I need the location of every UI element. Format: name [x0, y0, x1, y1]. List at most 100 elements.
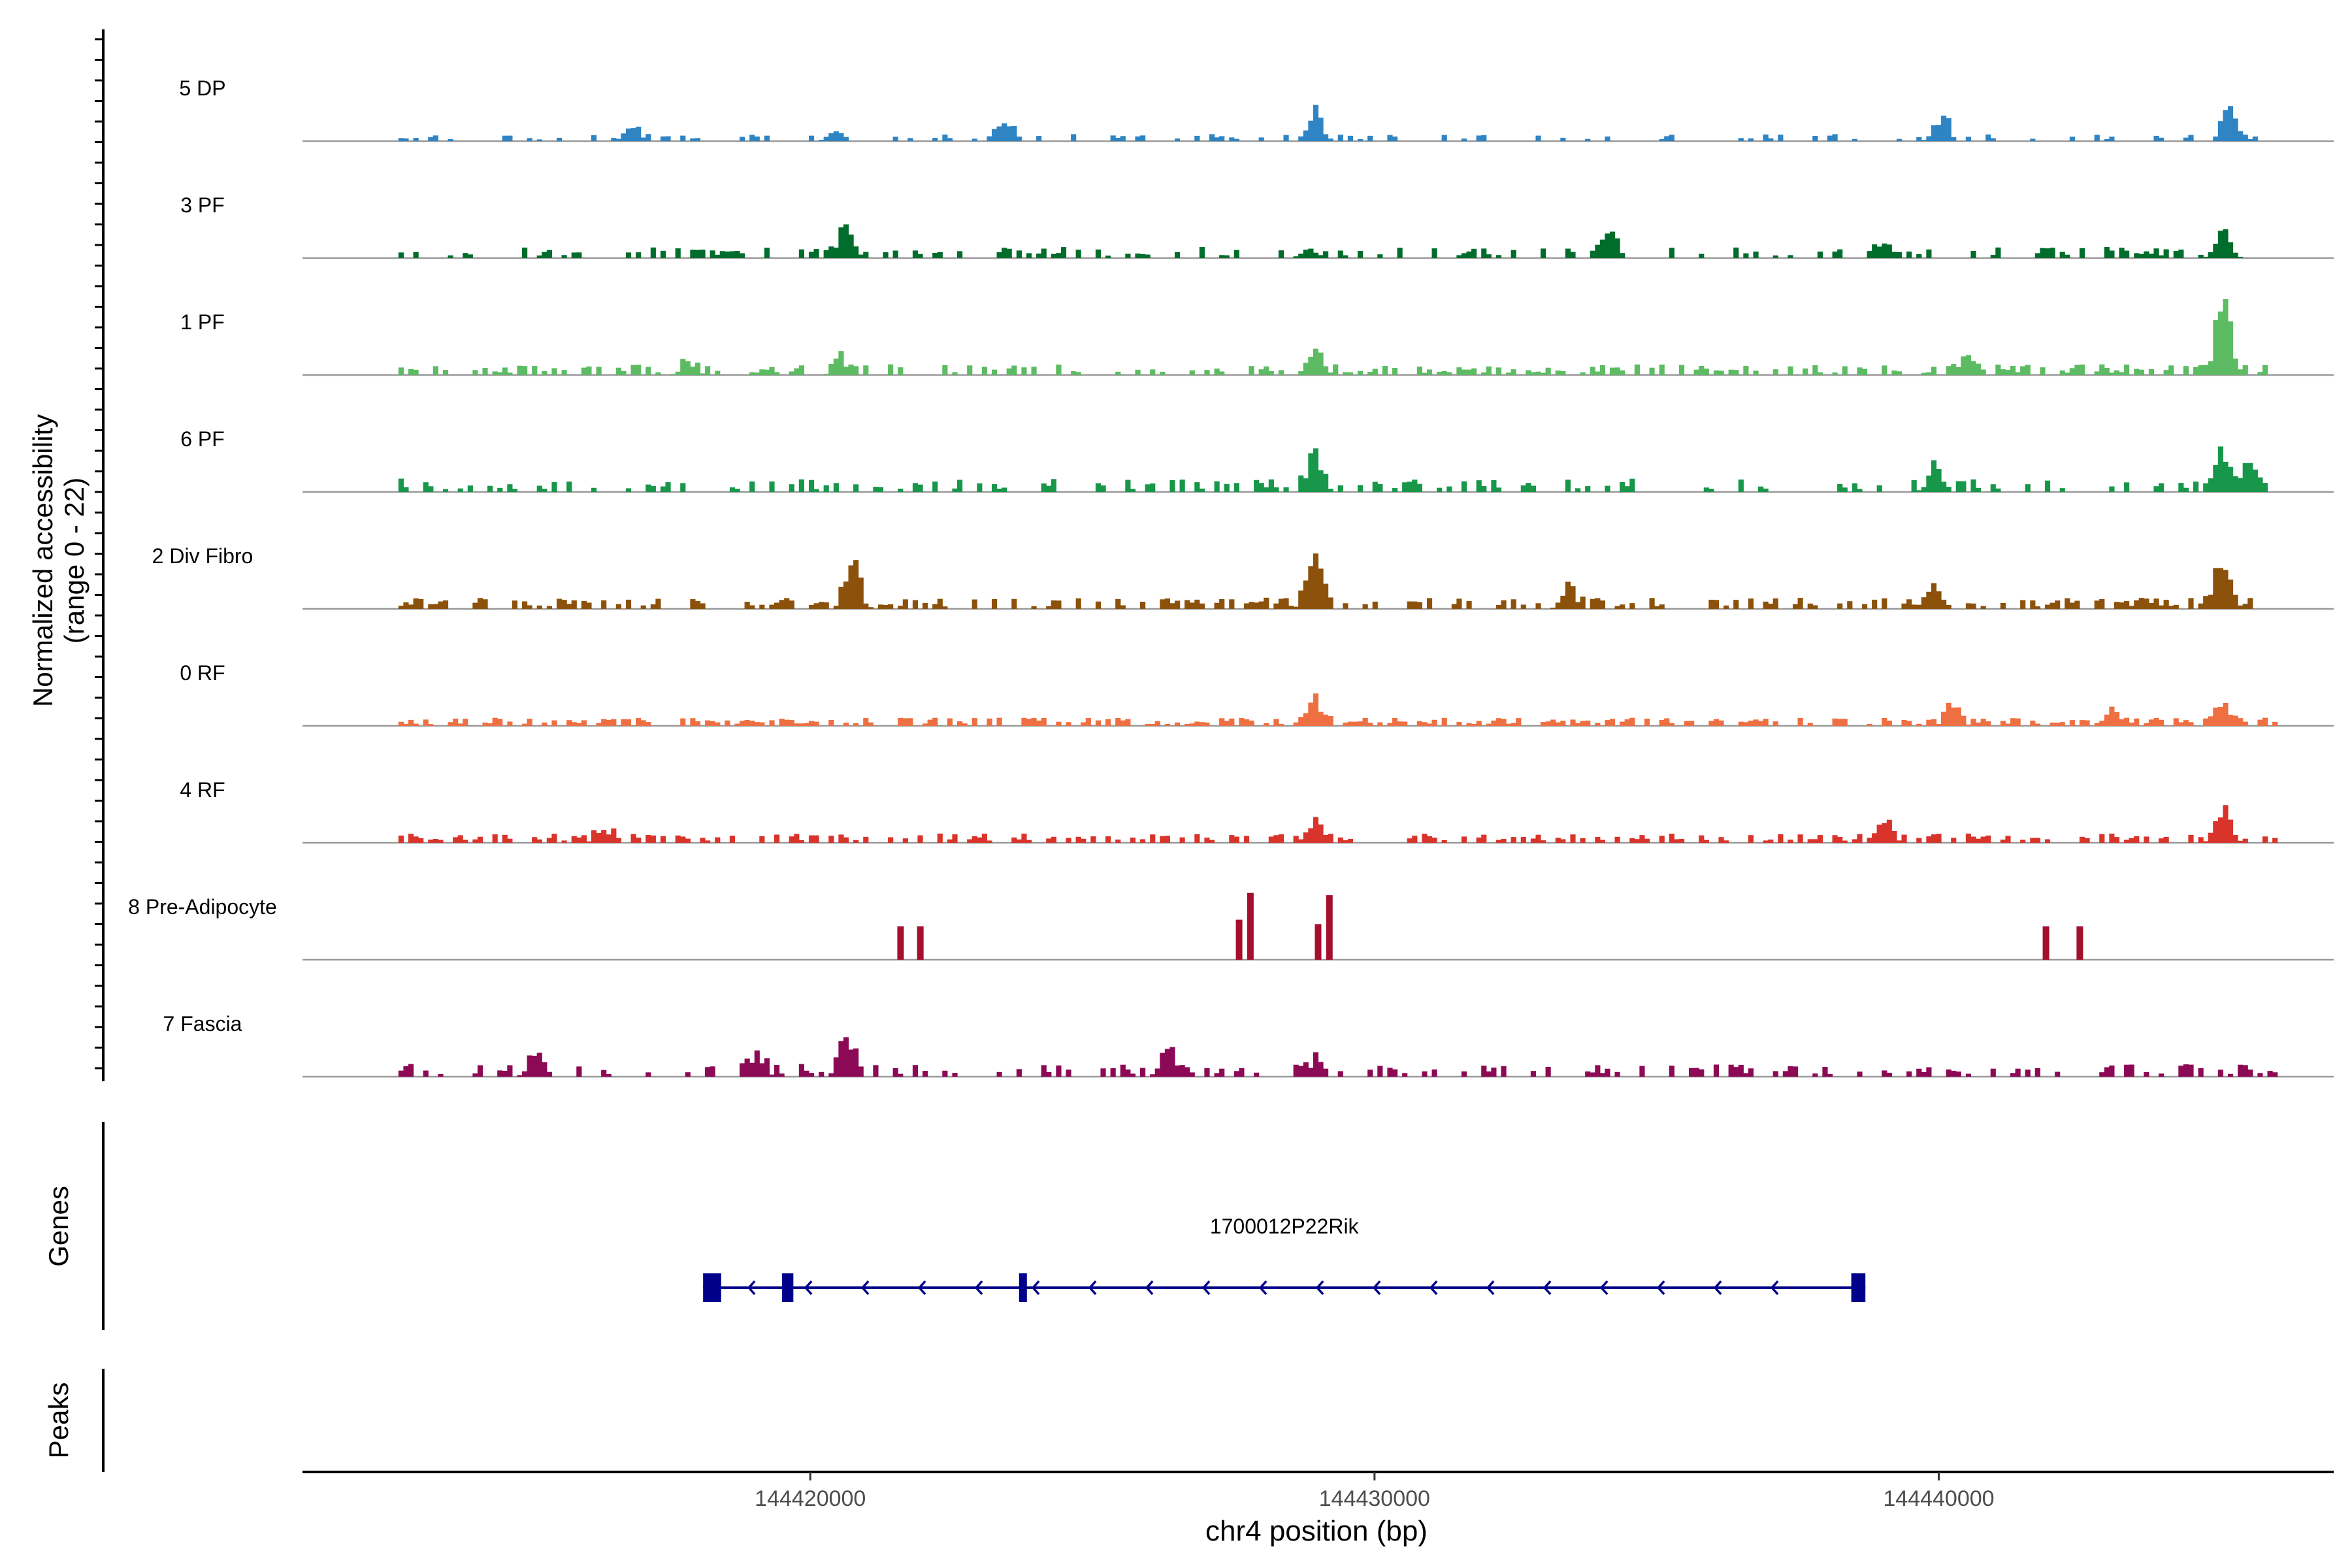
coverage-bin: [2134, 600, 2140, 609]
coverage-bin: [1056, 1065, 1062, 1077]
coverage-bin: [1352, 721, 1358, 726]
coverage-bin: [2119, 602, 2125, 609]
coverage-bin: [1446, 486, 1452, 492]
coverage-bin: [2144, 836, 2149, 843]
coverage-bin: [1125, 253, 1131, 258]
coverage-bin: [2262, 365, 2268, 375]
coverage-bin: [1387, 723, 1393, 726]
coverage-bin: [1016, 839, 1022, 843]
coverage-bin: [1437, 487, 1443, 492]
track-7: 4 RF: [180, 778, 2334, 844]
coverage-bin: [1194, 599, 1200, 609]
coverage-bin: [858, 254, 864, 258]
coverage-bin: [774, 834, 780, 843]
coverage-bin: [725, 251, 730, 258]
coverage-bin: [1130, 838, 1136, 843]
coverage-bin: [749, 1062, 755, 1077]
coverage-bin: [2262, 836, 2268, 843]
coverage-bin: [2238, 605, 2244, 609]
coverage-bin: [1377, 254, 1383, 258]
coverage-bin: [586, 366, 592, 375]
coverage-bin: [645, 1072, 651, 1077]
coverage-bin: [1955, 707, 1961, 726]
coverage-bin: [1407, 482, 1413, 492]
coverage-bin: [1837, 719, 1843, 726]
coverage-bin: [2213, 708, 2219, 726]
track-label: 1 PF: [180, 310, 225, 334]
coverage-bin: [1723, 605, 1729, 609]
coverage-bin: [1343, 255, 1348, 258]
coverage-bin: [546, 1071, 553, 1077]
coverage-bin: [1555, 602, 1561, 609]
coverage-bin: [1975, 722, 1982, 726]
coverage-bin: [1115, 840, 1121, 843]
coverage-bin: [1125, 1069, 1131, 1077]
coverage-bin: [2159, 255, 2164, 258]
coverage-bin: [1595, 837, 1601, 843]
coverage-bin: [947, 138, 953, 141]
coverage-bin: [1303, 250, 1309, 258]
coverage-bin: [645, 134, 651, 141]
strand-arrow: [1315, 1280, 1324, 1296]
coverage-bin: [892, 137, 898, 141]
coverage-bin: [2059, 722, 2065, 726]
coverage-bin: [1896, 252, 1903, 258]
coverage-bin: [2188, 598, 2194, 609]
coverage-bin: [2099, 1072, 2105, 1077]
coverage-bin: [418, 598, 424, 609]
coverage-bin: [1081, 838, 1086, 843]
coverage-bin: [1530, 485, 1537, 492]
coverage-bin: [764, 1058, 770, 1077]
coverage-bin: [1975, 487, 1982, 492]
coverage-bin: [838, 1041, 844, 1077]
coverage-bin: [2104, 247, 2110, 258]
coverage-bin: [1243, 603, 1250, 609]
coverage-bin: [1150, 834, 1156, 843]
coverage-bin: [1115, 717, 1121, 726]
coverage-bin: [586, 602, 592, 609]
coverage-bin: [2238, 131, 2244, 141]
coverage-bin: [1763, 134, 1769, 141]
coverage-bin: [907, 718, 913, 726]
coverage-bin: [650, 604, 656, 609]
coverage-bin: [1456, 598, 1462, 609]
coverage-bin: [2099, 834, 2105, 843]
coverage-bin: [828, 719, 834, 726]
coverage-bin: [1644, 718, 1650, 726]
coverage-bin: [1293, 722, 1299, 726]
coverage-bin: [1699, 1069, 1705, 1077]
coverage-bin: [1614, 238, 1620, 258]
coverage-bin: [1590, 598, 1595, 609]
coverage-bin: [1718, 370, 1724, 375]
coverage-bin: [1689, 721, 1695, 726]
coverage-bin: [2148, 719, 2155, 726]
coverage-bin: [630, 365, 636, 375]
coverage-bin: [1214, 137, 1220, 141]
coverage-bin: [1926, 136, 1932, 141]
coverage-bin: [754, 722, 760, 726]
coverage-bin: [1466, 251, 1472, 258]
coverage-bin: [2252, 136, 2258, 141]
coverage-bin: [522, 723, 528, 726]
coverage-bin: [675, 835, 681, 843]
coverage-bin: [883, 604, 889, 609]
coverage-bin: [1748, 138, 1754, 141]
coverage-bin: [2084, 720, 2090, 726]
coverage-bin: [2015, 718, 2021, 726]
coverage-bin: [823, 250, 829, 258]
coverage-bin: [1530, 372, 1537, 375]
coverage-bin: [1466, 369, 1472, 375]
coverage-bin: [937, 252, 943, 258]
coverage-bin: [2183, 1064, 2189, 1077]
coverage-bin: [1303, 713, 1309, 726]
coverage-bin: [1298, 253, 1304, 258]
coverage-bin: [1624, 719, 1630, 726]
coverage-bin: [1461, 1071, 1467, 1077]
coverage-bin: [2134, 836, 2140, 843]
coverage-bin: [1486, 723, 1492, 726]
coverage-bin: [1184, 600, 1190, 609]
coverage-bin: [1481, 1066, 1487, 1077]
coverage-bin: [932, 482, 938, 492]
coverage-bin: [1357, 250, 1364, 258]
coverage-bin: [1278, 834, 1284, 843]
